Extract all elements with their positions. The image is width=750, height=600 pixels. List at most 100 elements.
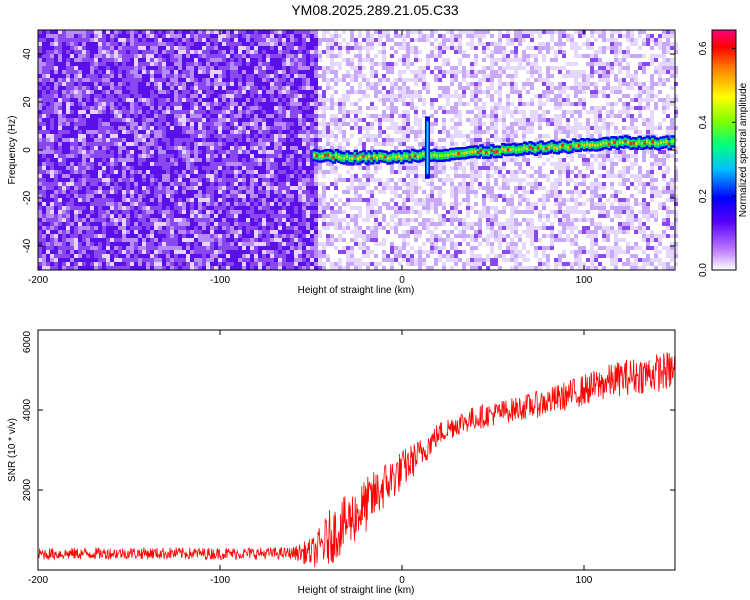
spectrogram-cell: [158, 62, 162, 66]
spectrogram-cell: [118, 234, 122, 238]
spectrogram-cell: [226, 78, 230, 82]
spectrogram-cell: [110, 74, 114, 78]
spectrogram-cell: [238, 90, 242, 94]
spectrogram-cell: [90, 50, 94, 54]
spectrogram-cell: [174, 102, 178, 106]
spectrogram-cell: [66, 34, 70, 38]
spectrogram-cell: [162, 206, 166, 210]
spectrogram-cell: [226, 194, 230, 198]
spectrogram-cell: [74, 58, 78, 62]
spectrogram-cell: [290, 62, 294, 66]
spectrogram-cell: [130, 242, 134, 246]
spectrogram-cell: [250, 242, 254, 246]
spectrogram-cell: [250, 226, 254, 230]
spectrogram-cell: [270, 194, 274, 198]
spectrogram-cell: [234, 62, 238, 66]
spectrogram-cell: [318, 118, 322, 122]
spectrogram-cell: [170, 150, 174, 154]
spectrogram-cell: [286, 230, 290, 234]
spectrogram-cell: [118, 122, 122, 126]
spectrogram-cell: [190, 206, 194, 210]
spectrogram-cell: [210, 170, 214, 174]
spectrogram-cell: [126, 114, 130, 118]
spectrogram-cell: [74, 122, 78, 126]
spectrogram-cell: [310, 266, 314, 270]
spectrogram-cell: [150, 210, 154, 214]
spectrogram-cell: [38, 154, 42, 158]
spectrogram-cell: [178, 158, 182, 162]
spectrogram-cell: [94, 154, 98, 158]
spectrogram-cell: [70, 230, 74, 234]
spectrogram-cell: [218, 106, 222, 110]
spectrogram-cell: [366, 106, 370, 110]
spectrogram-cell: [46, 98, 50, 102]
spectrogram-cell: [194, 166, 198, 170]
spectrogram-cell: [182, 206, 186, 210]
spectrogram-cell: [146, 226, 150, 230]
spectrogram-cell: [50, 38, 54, 42]
spectrogram-cell: [46, 174, 50, 178]
spectrogram-cell: [58, 210, 62, 214]
spectrogram-cell: [366, 90, 370, 94]
spectrogram-cell: [274, 242, 278, 246]
spectrogram-cell: [90, 258, 94, 262]
spectrogram-cell: [310, 150, 314, 154]
spectrogram-cell: [106, 46, 110, 50]
spectrogram-cell: [298, 82, 302, 86]
spectrogram-cell: [174, 30, 178, 34]
spectrogram-cell: [130, 218, 134, 222]
spectrogram-cell: [342, 202, 346, 206]
spectrogram-cell: [166, 118, 170, 122]
spectrogram-cell: [302, 34, 306, 38]
spectrogram-cell: [238, 158, 242, 162]
spectrogram-cell: [66, 234, 70, 238]
spectrogram-cell: [122, 198, 126, 202]
spectrogram-cell: [346, 46, 350, 50]
spectrogram-cell: [154, 126, 158, 130]
spectrogram-cell: [322, 102, 326, 106]
spectrogram-cell: [182, 86, 186, 90]
spectrogram-cell: [82, 134, 86, 138]
spectrogram-cell: [354, 254, 358, 258]
spectrogram-cell: [182, 94, 186, 98]
spectrogram-cell: [106, 230, 110, 234]
spectrogram-cell: [322, 126, 326, 130]
spectrogram-cell: [122, 158, 126, 162]
spectrogram-cell: [70, 138, 74, 142]
spectrogram-cell: [342, 214, 346, 218]
spectrogram-cell: [358, 222, 362, 226]
spectrogram-cell: [210, 50, 214, 54]
spectrogram-cell: [342, 238, 346, 242]
spectrogram-cell: [202, 138, 206, 142]
spectrogram-cell: [174, 150, 178, 154]
spectrogram-cell: [238, 258, 242, 262]
spectrogram-cell: [178, 78, 182, 82]
spectrogram-cell: [94, 122, 98, 126]
spectrogram-cell: [258, 162, 262, 166]
spectrogram-cell: [226, 130, 230, 134]
spectrogram-cell: [98, 226, 102, 230]
spectrogram-cell: [246, 54, 250, 58]
spectrogram-cell: [274, 122, 278, 126]
spectrogram-cell: [202, 122, 206, 126]
spectrogram-cell: [86, 198, 90, 202]
spectrogram-cell: [350, 102, 354, 106]
spectrogram-cell: [254, 194, 258, 198]
spectrogram-cell: [142, 234, 146, 238]
spectrogram-cell: [66, 254, 70, 258]
spectrogram-cell: [302, 50, 306, 54]
spectrogram-cell: [74, 206, 78, 210]
spectrogram-cell: [354, 178, 358, 182]
spectrogram-cell: [286, 178, 290, 182]
spectrogram-cell: [206, 70, 210, 74]
spectrogram-cell: [90, 126, 94, 130]
spectrogram-cell: [238, 202, 242, 206]
spectrogram-cell: [318, 50, 322, 54]
spectrogram-cell: [254, 54, 258, 58]
spectrogram-cell: [70, 162, 74, 166]
spectrogram-cell: [42, 202, 46, 206]
spectrogram-cell: [82, 182, 86, 186]
spectrogram-cell: [114, 130, 118, 134]
spectrogram-cell: [254, 130, 258, 134]
spectrogram-cell: [274, 130, 278, 134]
